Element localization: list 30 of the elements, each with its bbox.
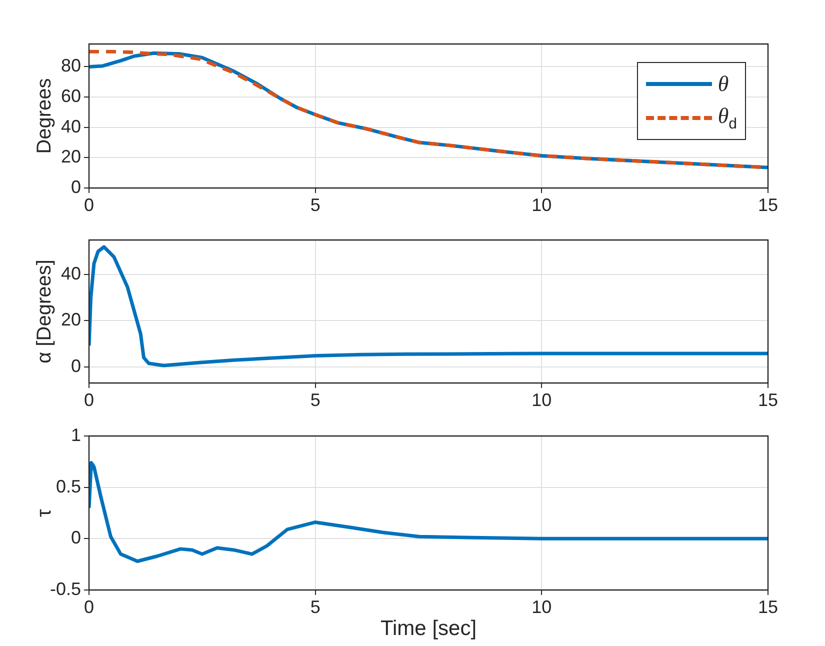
x-tick-label: 15 [758, 596, 778, 617]
y-tick-label: 80 [60, 56, 81, 76]
y-tick-label: 40 [60, 264, 81, 284]
x-tick-label: 10 [532, 194, 552, 215]
x-tick-label: 5 [310, 596, 320, 617]
x-tick-label: 15 [758, 194, 778, 215]
y-tick-label: -0.5 [50, 578, 81, 599]
y-tick-label: 20 [60, 146, 81, 167]
y-tick-label: 0 [70, 176, 81, 197]
x-tick-label: 5 [310, 390, 320, 410]
y-tick-label: 60 [60, 86, 81, 106]
x-tick-label: 0 [84, 194, 94, 215]
legend-label: θ$_{d}$ [718, 103, 737, 133]
y-tick-label: 40 [60, 116, 81, 136]
y-axis-title: τ [34, 508, 56, 517]
x-tick-label: 10 [532, 596, 552, 617]
y-tick-label: 1 [70, 424, 81, 445]
y-axis-title: Degrees [34, 78, 56, 154]
y-tick-label: 0.5 [56, 476, 81, 496]
x-tick-label: 0 [84, 390, 94, 410]
y-axis-title: α [Degrees] [34, 260, 56, 364]
y-tick-label: 0 [70, 528, 81, 548]
x-axis-title: Time [sec] [380, 617, 477, 640]
x-tick-label: 10 [532, 390, 552, 410]
x-tick-label: 0 [84, 596, 94, 617]
legend-label: θ [718, 71, 729, 97]
y-tick-label: 0 [70, 356, 81, 376]
x-tick-label: 5 [310, 194, 320, 215]
y-tick-label: 20 [60, 310, 81, 330]
x-tick-label: 15 [758, 390, 778, 410]
